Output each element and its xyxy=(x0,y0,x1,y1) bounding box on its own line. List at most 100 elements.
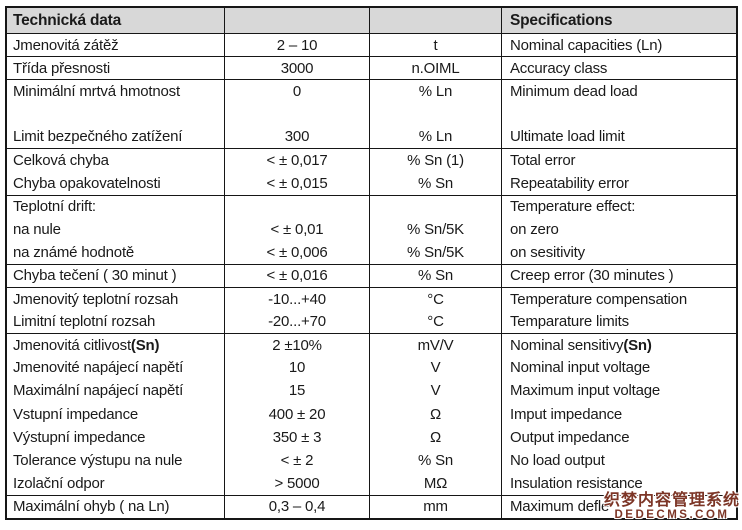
value-cell: < ± 0,006 xyxy=(225,240,370,264)
header-czech-cell: Technická data xyxy=(7,8,225,33)
unit-text: mm xyxy=(423,498,448,516)
czech-label: Jmenovitá zátěž xyxy=(13,36,119,54)
unit-cell xyxy=(370,194,502,218)
czech-label-cell: Jmenovitá citlivost (Sn) xyxy=(7,333,225,357)
english-label-cell: Repeatability error xyxy=(502,172,736,195)
czech-label: Limit bezpečného zatížení xyxy=(13,128,183,146)
english-label: on sesitivity xyxy=(510,243,585,261)
czech-label-cell: Minimální mrtvá hmotnost xyxy=(7,79,225,103)
unit-cell: % Sn/5K xyxy=(370,217,502,241)
english-label-cell: Ultimate load limit xyxy=(502,125,736,148)
czech-label: Vstupní impedance xyxy=(13,405,139,423)
english-label-cell: Maximum input voltage xyxy=(502,379,736,402)
unit-cell: t xyxy=(370,33,502,57)
english-label: Temperature compensation xyxy=(510,290,687,308)
czech-label-bold-segment: (Sn) xyxy=(130,336,160,354)
english-label-cell: Temperature effect: xyxy=(502,194,736,218)
unit-text: °C xyxy=(427,290,444,308)
czech-label-cell: Celková chyba xyxy=(7,148,225,172)
header-unit-cell xyxy=(370,8,502,33)
english-label-cell: Minimum dead load xyxy=(502,79,736,102)
english-label: Accuracy class xyxy=(510,59,608,77)
unit-cell: V xyxy=(370,356,502,380)
czech-label-cell: Maximální napájecí napětí xyxy=(7,379,225,403)
unit-text: V xyxy=(430,359,441,377)
unit-text: V xyxy=(430,382,441,400)
english-label-cell: Creep error (30 minutes ) xyxy=(502,263,736,287)
czech-label: Jmenovitý teplotní rozsah xyxy=(13,290,179,308)
english-label: Creep error (30 minutes ) xyxy=(510,267,674,285)
value-text: -10...+40 xyxy=(268,290,326,308)
english-label-cell: Nominal input voltage xyxy=(502,356,736,379)
czech-label-cell: Teplotní drift: xyxy=(7,194,225,218)
unit-text: mV/V xyxy=(417,336,454,354)
value-cell: 2 ±10% xyxy=(225,333,370,357)
unit-text: % Sn/5K xyxy=(407,243,464,261)
czech-label: Jmenovité napájecí napětí xyxy=(13,359,184,377)
english-label: Temparature limits xyxy=(510,313,629,331)
value-text: 0,3 – 0,4 xyxy=(268,498,326,516)
unit-text: % Ln xyxy=(418,128,453,146)
value-text: 15 xyxy=(288,382,306,400)
value-text: 3000 xyxy=(280,59,314,77)
unit-text: % Sn xyxy=(417,451,454,469)
header-czech-label: Technická data xyxy=(13,11,122,29)
value-cell: < ± 0,016 xyxy=(225,263,370,288)
czech-label: Chyba opakovatelnosti xyxy=(13,174,161,192)
english-label: Imput impedance xyxy=(510,405,623,423)
unit-cell xyxy=(370,102,502,126)
unit-cell: Ω xyxy=(370,425,502,449)
czech-label-cell: na nule xyxy=(7,217,225,241)
english-label-cell: Accuracy class xyxy=(502,56,736,79)
value-cell: 15 xyxy=(225,379,370,403)
value-text: 0 xyxy=(292,82,302,100)
czech-label: Třída přesnosti xyxy=(13,59,111,77)
unit-cell: % Ln xyxy=(370,79,502,103)
value-text: 400 ± 20 xyxy=(268,405,326,423)
value-text: 350 ± 3 xyxy=(272,428,322,446)
value-text: 2 – 10 xyxy=(276,36,318,54)
czech-label: na známé hodnotě xyxy=(13,243,135,261)
english-label-cell: Output impedance xyxy=(502,426,736,449)
unit-cell: % Sn/5K xyxy=(370,240,502,264)
english-label-cell: Nominal sensitivy (Sn) xyxy=(502,333,736,356)
czech-label-cell: Jmenovité napájecí napětí xyxy=(7,356,225,380)
value-cell: -20...+70 xyxy=(225,310,370,334)
value-cell: 10 xyxy=(225,356,370,380)
value-cell: 3000 xyxy=(225,56,370,80)
value-cell: 0,3 – 0,4 xyxy=(225,494,370,518)
czech-label-cell: na známé hodnotě xyxy=(7,240,225,264)
value-cell: < ± 0,01 xyxy=(225,217,370,241)
english-label: on zero xyxy=(510,220,559,238)
unit-cell: % Sn xyxy=(370,263,502,288)
english-label-cell: on sesitivity xyxy=(502,241,736,264)
value-cell: < ± 0,015 xyxy=(225,171,370,195)
unit-text: % Sn xyxy=(417,174,454,192)
value-cell: < ± 2 xyxy=(225,448,370,472)
czech-label-cell: Maximální ohyb ( na Ln) xyxy=(7,494,225,518)
unit-text: n.OIML xyxy=(411,59,460,77)
english-label: Nominal sensitivy xyxy=(510,336,624,354)
english-label-cell: No load output xyxy=(502,449,736,472)
value-cell xyxy=(225,194,370,218)
unit-cell: % Sn xyxy=(370,171,502,195)
value-cell: 400 ± 20 xyxy=(225,402,370,426)
value-cell: 2 – 10 xyxy=(225,33,370,57)
header-english-label: Specifications xyxy=(510,11,613,29)
czech-label: Tolerance výstupu na nule xyxy=(13,451,183,469)
czech-label-cell xyxy=(7,102,225,126)
czech-label-cell: Jmenovitá zátěž xyxy=(7,33,225,57)
unit-cell: V xyxy=(370,379,502,403)
unit-text: Ω xyxy=(429,428,441,446)
czech-label-cell: Chyba opakovatelnosti xyxy=(7,171,225,195)
unit-text: MΩ xyxy=(423,474,448,492)
english-label-cell: Temparature limits xyxy=(502,310,736,333)
czech-label: Výstupní impedance xyxy=(13,428,146,446)
english-label: Maximum defle xyxy=(510,498,610,516)
czech-label: Izolační odpor xyxy=(13,474,105,492)
czech-label-cell: Vstupní impedance xyxy=(7,402,225,426)
value-text: < ± 0,015 xyxy=(266,174,328,192)
czech-label: Maximální napájecí napětí xyxy=(13,382,184,400)
unit-cell: % Sn (1) xyxy=(370,148,502,172)
czech-label-cell: Chyba tečení ( 30 minut ) xyxy=(7,263,225,288)
